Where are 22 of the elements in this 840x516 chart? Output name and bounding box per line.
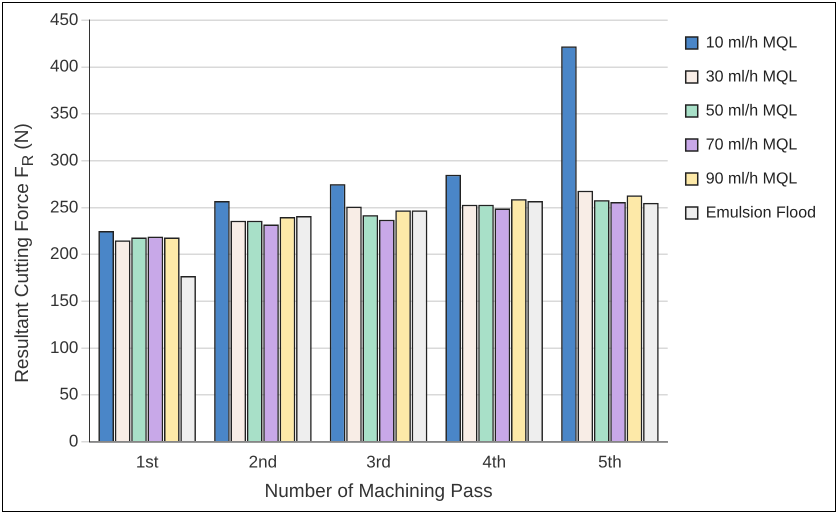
x-tick-label: 1st (136, 452, 159, 472)
y-tick-label: 150 (50, 290, 78, 310)
legend-label: Emulsion Flood (706, 204, 816, 222)
legend-label: 70 ml/h MQL (706, 136, 798, 154)
legend-label: 30 ml/h MQL (706, 68, 798, 86)
legend-label: 10 ml/h MQL (706, 34, 798, 52)
x-tick-label: 3rd (366, 452, 391, 472)
y-tick-label: 350 (50, 104, 78, 123)
x-tick-label: 4th (482, 452, 506, 472)
x-axis-title: Number of Machining Pass (264, 480, 493, 502)
legend-label: 90 ml/h MQL (706, 170, 798, 188)
x-tick-label: 5th (598, 452, 622, 472)
y-tick-label: 450 (50, 10, 78, 29)
y-tick-label: 50 (59, 384, 78, 404)
y-tick-label: 250 (50, 197, 78, 216)
y-tick-label: 0 (68, 431, 78, 450)
legend-label: 50 ml/h MQL (706, 102, 798, 120)
y-tick-label: 300 (50, 150, 78, 170)
y-tick-label: 100 (50, 338, 78, 357)
y-tick-label: 400 (50, 56, 78, 76)
x-tick-label: 2nd (248, 452, 278, 472)
y-tick-label: 200 (50, 244, 78, 264)
